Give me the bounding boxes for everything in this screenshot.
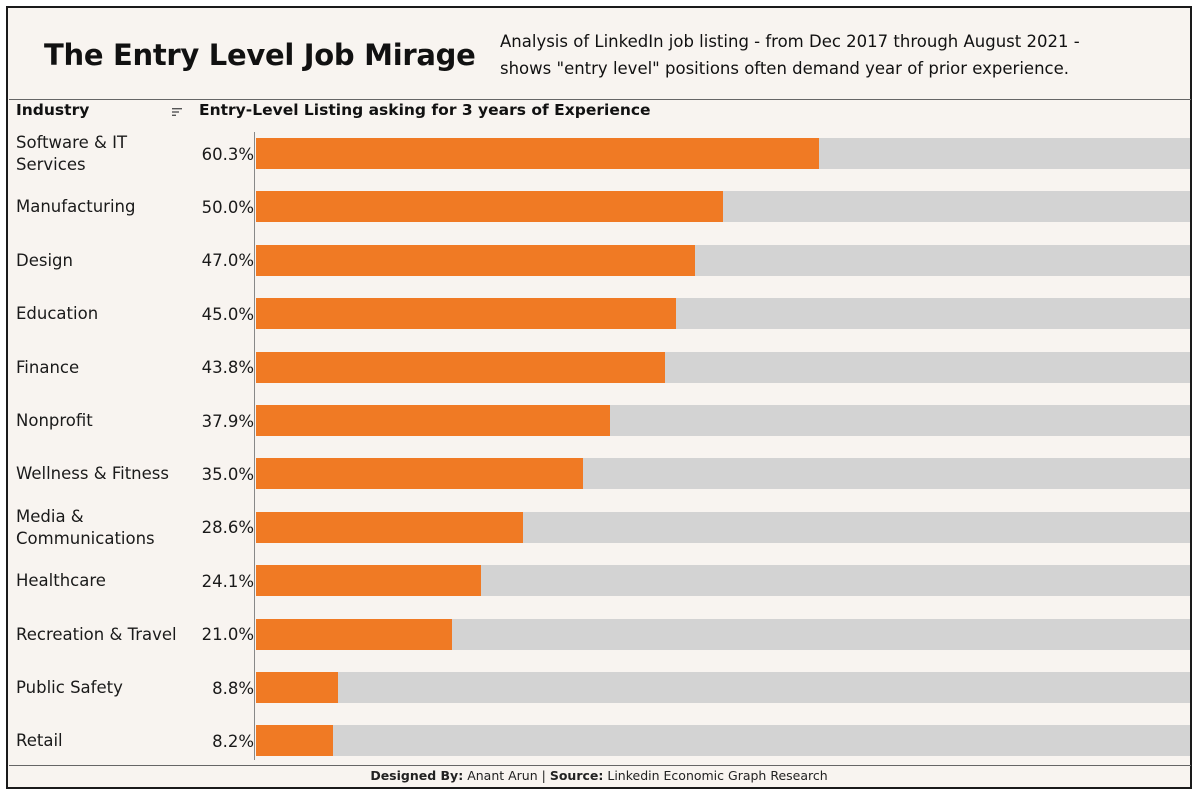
bar-row[interactable]: Healthcare 24.1% bbox=[8, 561, 1190, 601]
bar-row[interactable]: Finance 43.8% bbox=[8, 348, 1190, 388]
bar[interactable] bbox=[256, 458, 583, 490]
bar[interactable] bbox=[256, 672, 339, 703]
bar[interactable] bbox=[256, 618, 453, 650]
source-name: Linkedin Economic Graph Research bbox=[607, 768, 828, 783]
bar-track bbox=[256, 405, 1190, 436]
bar[interactable] bbox=[256, 511, 524, 543]
bar-row[interactable]: Wellness & Fitness 35.0% bbox=[8, 454, 1190, 494]
page-title: The Entry Level Job Mirage bbox=[44, 38, 476, 72]
category-label: Software & IT Services bbox=[16, 133, 128, 174]
source-label: Source: bbox=[549, 768, 604, 783]
category-label: Healthcare bbox=[16, 571, 106, 591]
bar-track bbox=[256, 298, 1190, 330]
footer-separator: | bbox=[541, 768, 546, 783]
dashboard-frame: The Entry Level Job Mirage Analysis of L… bbox=[6, 6, 1192, 789]
footer-credits: Designed By: Anant Arun | Source: Linked… bbox=[8, 768, 1190, 783]
bar-track bbox=[256, 351, 1190, 383]
category-label: Education bbox=[16, 304, 99, 324]
bar-row[interactable]: Manufacturing 50.0% bbox=[8, 187, 1190, 227]
footer-divider bbox=[9, 765, 1191, 766]
category-label: Retail bbox=[16, 731, 63, 751]
bar-row[interactable]: Nonprofit 37.9% bbox=[8, 401, 1190, 441]
bar-track bbox=[256, 511, 1190, 543]
value-label: 37.9% bbox=[201, 411, 254, 431]
subtitle-line-2: shows "entry level" positions often dema… bbox=[500, 59, 1070, 78]
bar-track bbox=[256, 191, 1190, 223]
bar[interactable] bbox=[256, 405, 610, 436]
value-label: 35.0% bbox=[201, 464, 254, 484]
bar-track bbox=[256, 618, 1190, 650]
bar[interactable] bbox=[256, 565, 482, 597]
sort-descending-icon[interactable] bbox=[171, 106, 183, 118]
bar-row[interactable]: Recreation & Travel 21.0% bbox=[8, 615, 1190, 655]
bar[interactable] bbox=[256, 138, 820, 169]
category-label: Recreation & Travel bbox=[16, 624, 177, 644]
bar[interactable] bbox=[256, 244, 695, 276]
bar-row[interactable]: Design 47.0% bbox=[8, 241, 1190, 281]
bar-track bbox=[256, 458, 1190, 490]
value-label: 24.1% bbox=[201, 571, 254, 591]
bar-row[interactable]: Software & IT Services 60.3% bbox=[8, 133, 1190, 174]
subtitle-line-1: Analysis of LinkedIn job listing - from … bbox=[500, 32, 1080, 51]
bar-row[interactable]: Education 45.0% bbox=[8, 294, 1190, 334]
category-label: Media & Communications bbox=[16, 506, 155, 548]
category-label: Nonprofit bbox=[16, 411, 93, 430]
bar[interactable] bbox=[256, 351, 666, 383]
category-label: Public Safety bbox=[16, 678, 123, 697]
bar-track bbox=[256, 725, 1190, 757]
value-label: 8.8% bbox=[212, 678, 254, 698]
value-label: 21.0% bbox=[201, 625, 254, 645]
category-label: Finance bbox=[16, 357, 80, 377]
bar-track bbox=[256, 244, 1190, 276]
bar-axis-line bbox=[254, 132, 255, 760]
page-subtitle: Analysis of LinkedIn job listing - from … bbox=[500, 28, 1180, 82]
value-label: 8.2% bbox=[212, 731, 254, 751]
bar-track bbox=[256, 672, 1190, 703]
bar-track bbox=[256, 565, 1190, 597]
bar-track bbox=[256, 138, 1190, 169]
designer-name: Anant Arun bbox=[467, 768, 538, 783]
value-label: 28.6% bbox=[201, 518, 254, 538]
industry-column-header[interactable]: Industry bbox=[16, 101, 90, 119]
bar-row[interactable]: Retail 8.2% bbox=[8, 721, 1190, 761]
bar-row[interactable]: Media & Communications 28.6% bbox=[8, 506, 1190, 548]
value-label: 60.3% bbox=[201, 144, 254, 164]
value-label: 45.0% bbox=[201, 304, 254, 324]
header-divider bbox=[9, 99, 1191, 100]
bar[interactable] bbox=[256, 725, 333, 757]
designed-by-label: Designed By: bbox=[370, 768, 464, 783]
bar[interactable] bbox=[256, 191, 723, 223]
value-label: 47.0% bbox=[201, 251, 254, 271]
bar[interactable] bbox=[256, 298, 677, 330]
category-label: Design bbox=[16, 250, 73, 270]
measure-column-header: Entry-Level Listing asking for 3 years o… bbox=[199, 101, 651, 119]
bar-row[interactable]: Public Safety 8.8% bbox=[8, 668, 1190, 708]
category-label: Manufacturing bbox=[16, 197, 136, 217]
value-label: 50.0% bbox=[201, 197, 254, 217]
category-label: Wellness & Fitness bbox=[16, 464, 169, 484]
value-label: 43.8% bbox=[201, 358, 254, 378]
